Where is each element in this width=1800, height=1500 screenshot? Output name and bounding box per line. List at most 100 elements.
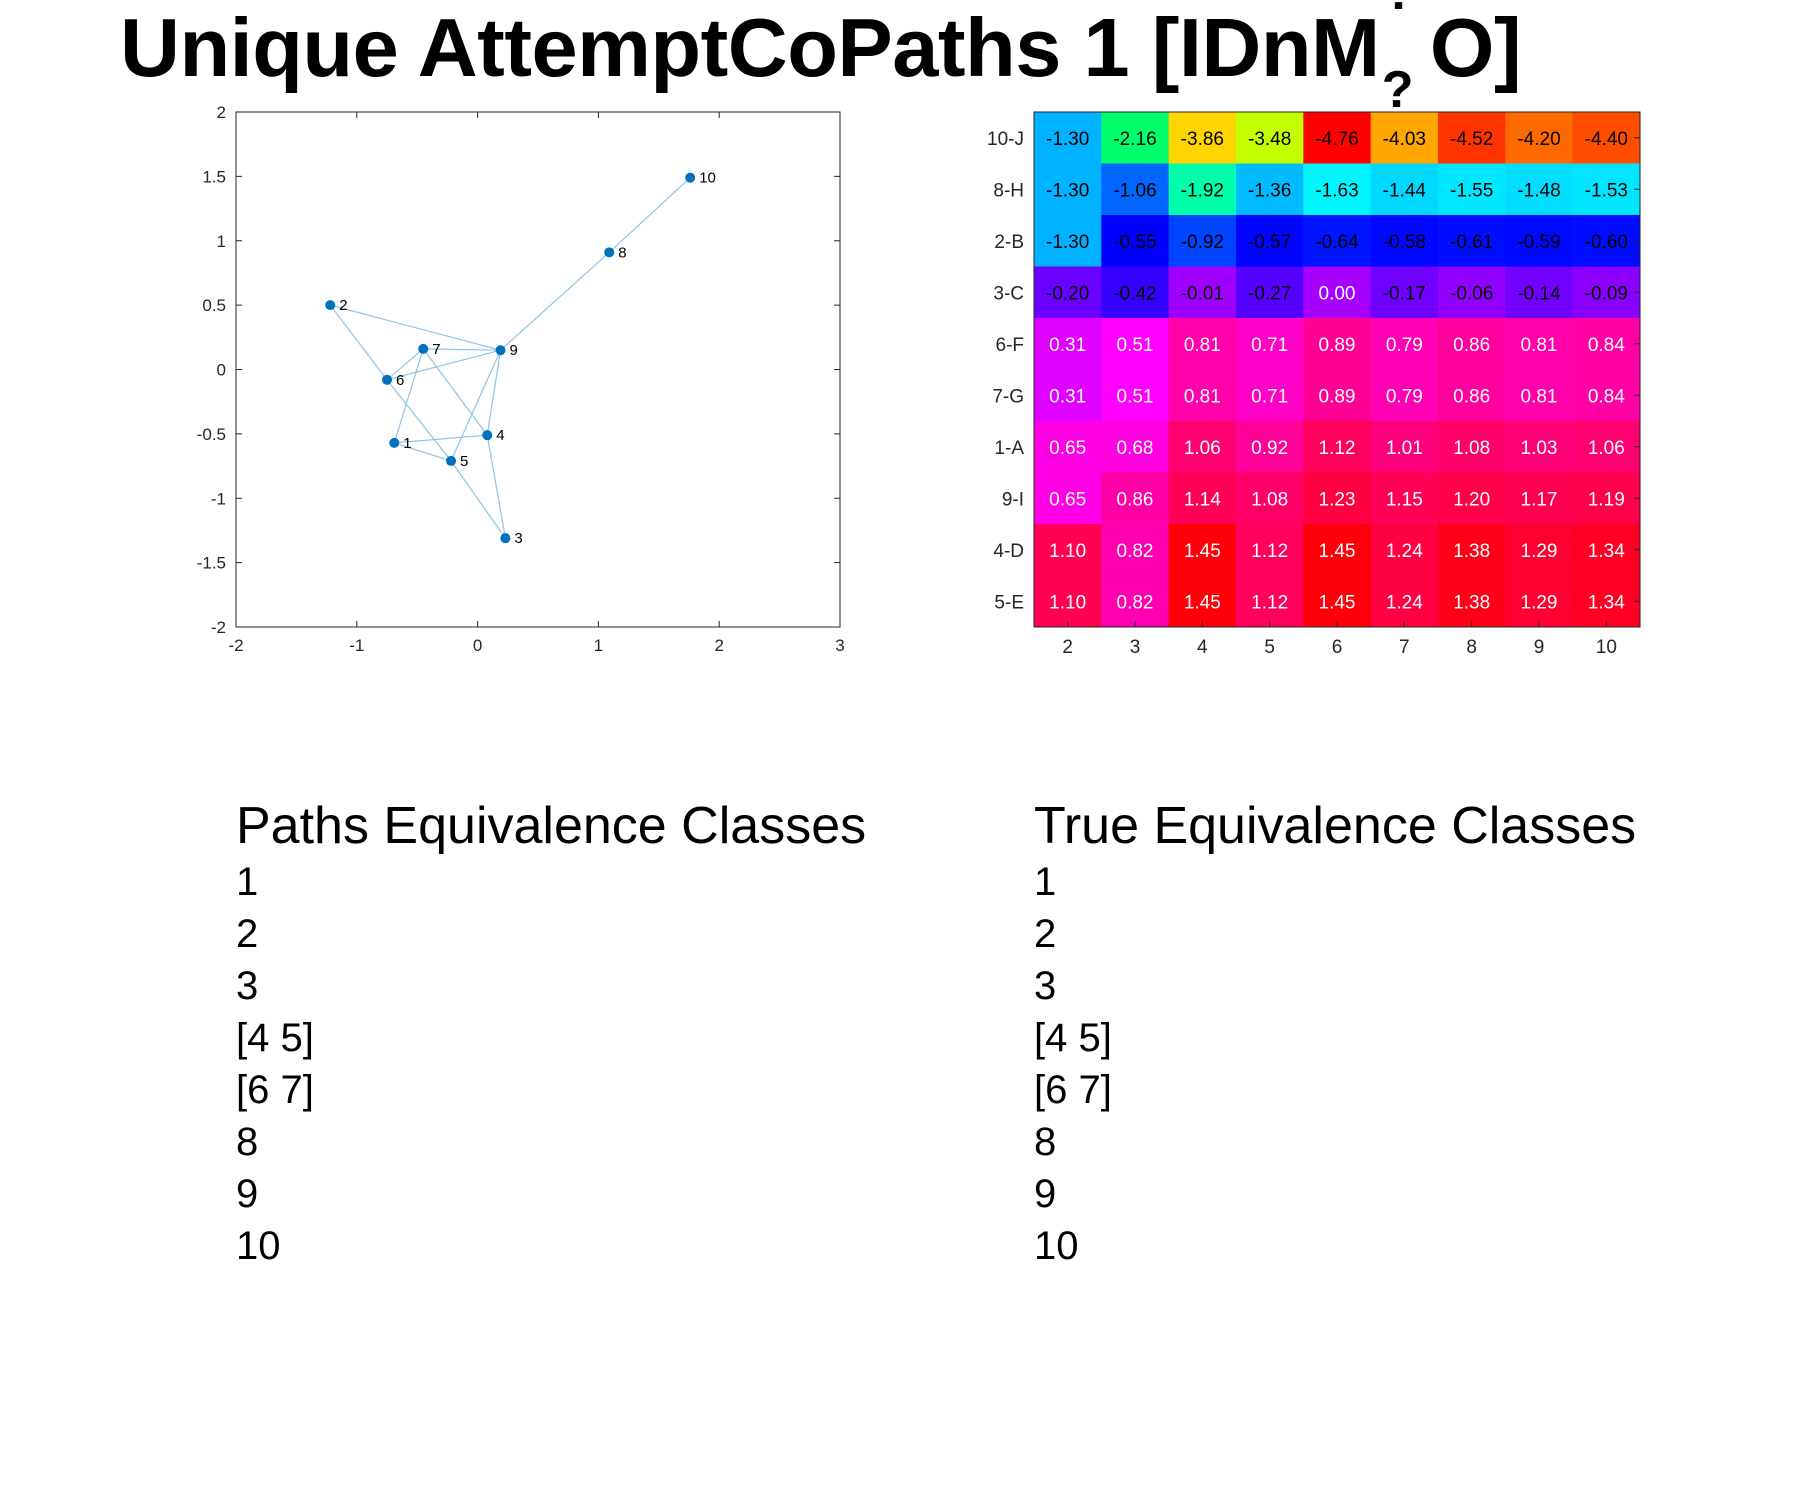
heatmap-cell-label: -1.53 (1585, 180, 1628, 201)
heatmap-cell (1034, 472, 1102, 525)
heatmap-cell-label: -0.59 (1517, 232, 1560, 253)
y-tick-label: -2 (211, 618, 226, 637)
heatmap-cell (1303, 318, 1372, 370)
heatmap-cell (1505, 575, 1574, 628)
heatmap-cell-label: 1.15 (1386, 489, 1423, 510)
heatmap-cell (1168, 318, 1237, 370)
graph-edge-4-3 (486, 435, 506, 539)
true-class-item: [4 5] (1034, 1016, 1112, 1060)
graph-node-label-1: 1 (403, 435, 411, 452)
heatmap-cell-label: 1.12 (1251, 592, 1288, 613)
heatmap-cell-label: 0.84 (1588, 386, 1625, 407)
graph-edge-7-9 (423, 348, 501, 351)
true-class-item: [6 7] (1034, 1068, 1112, 1112)
graph-node-label-5: 5 (460, 453, 468, 470)
heatmap-row-label: 5-E (994, 592, 1024, 613)
graph-node-label-10: 10 (699, 170, 716, 187)
heatmap-cell (1168, 472, 1237, 525)
figure-title-q-bottom: ? (1381, 61, 1414, 119)
heatmap-cell (1034, 369, 1102, 422)
heatmap-cell-label: 0.51 (1117, 386, 1154, 407)
heatmap-row-label: 1-A (994, 438, 1024, 459)
true-class-item: 10 (1034, 1224, 1079, 1268)
heatmap-cell-label: 0.65 (1049, 489, 1086, 510)
paths-class-item: 9 (236, 1172, 259, 1216)
scatter-plot: -2 -1 0 1 2 3 -2 -1.5 -1 -0.5 0 0.5 1 1.5 2 1 2 3 4 5 6 7 8 9 10 (197, 103, 845, 655)
heatmap-cell (1034, 575, 1102, 628)
graph-node-7 (418, 343, 429, 354)
graph-edge-2-9 (330, 304, 501, 351)
heatmap-cell-label: -0.01 (1181, 283, 1224, 304)
true-class-item: 1 (1034, 860, 1057, 904)
heatmap-cell-label: 1.20 (1453, 489, 1490, 510)
heatmap-cell (1370, 575, 1439, 628)
heatmap-row-label: 9-I (1002, 489, 1024, 510)
heatmap-cell-label: 0.31 (1049, 386, 1086, 407)
heatmap-cell (1101, 266, 1170, 319)
true-classes-list: 1 2 3 [4 5] [6 7] 8 9 10 (1034, 856, 1112, 1272)
graph-node-3 (500, 533, 511, 544)
graph-node-1 (389, 437, 400, 448)
heatmap-cell (1572, 575, 1641, 628)
heatmap-cell (1034, 163, 1102, 216)
heatmap-cell-label: 0.82 (1117, 592, 1154, 613)
x-tick-label: 0 (473, 636, 482, 655)
heatmap-row-label: 7-G (992, 386, 1024, 407)
heatmap-row-label: 10-J (987, 129, 1024, 150)
x-tick-label: -2 (228, 636, 243, 655)
heatmap-cell-label: 0.79 (1386, 386, 1423, 407)
heatmap-cell (1438, 112, 1506, 164)
paths-class-item: 1 (236, 860, 259, 904)
true-classes-title: True Equivalence Classes (1034, 797, 1637, 855)
heatmap-cell (1236, 112, 1304, 164)
heatmap-cell-label: 0.81 (1521, 335, 1558, 356)
heatmap-axes-box (1033, 111, 1641, 628)
heatmap-cell (1101, 112, 1170, 164)
heatmap-cell-label: -4.40 (1585, 129, 1628, 150)
x-tick-label: -1 (349, 636, 364, 655)
heatmap-cell-label: 0.00 (1319, 283, 1356, 304)
heatmap-cell-label: -1.06 (1113, 180, 1156, 201)
heatmap-cell-label: -1.63 (1315, 180, 1358, 201)
graph-node-8 (604, 247, 615, 258)
heatmap-cell (1438, 266, 1506, 319)
heatmap: -1.30 -2.16 -3.86 -3.48 -4.76 -4.03 -4.52 -4.20… (987, 111, 1641, 658)
heatmap-cell (1168, 112, 1237, 164)
heatmap-cell-label: 1.29 (1521, 541, 1558, 562)
heatmap-cell (1101, 524, 1170, 576)
graph-node-label-7: 7 (432, 341, 440, 358)
heatmap-cell (1370, 472, 1439, 525)
heatmap-cell-label: -0.57 (1248, 232, 1291, 253)
heatmap-cell (1370, 524, 1439, 576)
heatmap-cell (1303, 112, 1372, 164)
heatmap-cell-label: 1.14 (1184, 489, 1221, 510)
heatmap-cell-label: 0.65 (1049, 438, 1086, 459)
y-tick-label: 0 (217, 361, 226, 380)
heatmap-cell-label: 1.12 (1319, 438, 1356, 459)
graph-edge-4-9 (486, 350, 502, 436)
heatmap-cell (1572, 369, 1641, 422)
heatmap-cell-label: 1.34 (1588, 541, 1625, 562)
heatmap-cell (1572, 318, 1641, 370)
heatmap-cell (1168, 575, 1237, 628)
heatmap-cell-label: 0.86 (1117, 489, 1154, 510)
heatmap-cell-label: -0.09 (1585, 283, 1628, 304)
heatmap-col-label: 9 (1534, 637, 1545, 658)
heatmap-cell-label: 1.03 (1521, 438, 1558, 459)
heatmap-cell-label: 0.89 (1319, 386, 1356, 407)
graph-edge-1-5 (394, 442, 452, 462)
heatmap-cell (1505, 472, 1574, 525)
heatmap-cell-label: 1.08 (1453, 438, 1490, 459)
heatmap-cell (1101, 215, 1170, 267)
heatmap-cell-label: -0.06 (1450, 283, 1493, 304)
heatmap-cell (1438, 163, 1506, 216)
figure-title: Unique AttemptCoPaths 1 [IDnM???O] (120, 0, 1522, 116)
heatmap-cell (1572, 163, 1641, 216)
heatmap-cell-label: 1.01 (1386, 438, 1423, 459)
graph-node-2 (325, 300, 336, 311)
heatmap-row-label: 3-C (993, 283, 1024, 304)
heatmap-cell-label: -3.86 (1181, 129, 1224, 150)
heatmap-cell (1303, 575, 1372, 628)
graph-node-label-6: 6 (396, 372, 404, 389)
heatmap-cell (1505, 112, 1574, 164)
